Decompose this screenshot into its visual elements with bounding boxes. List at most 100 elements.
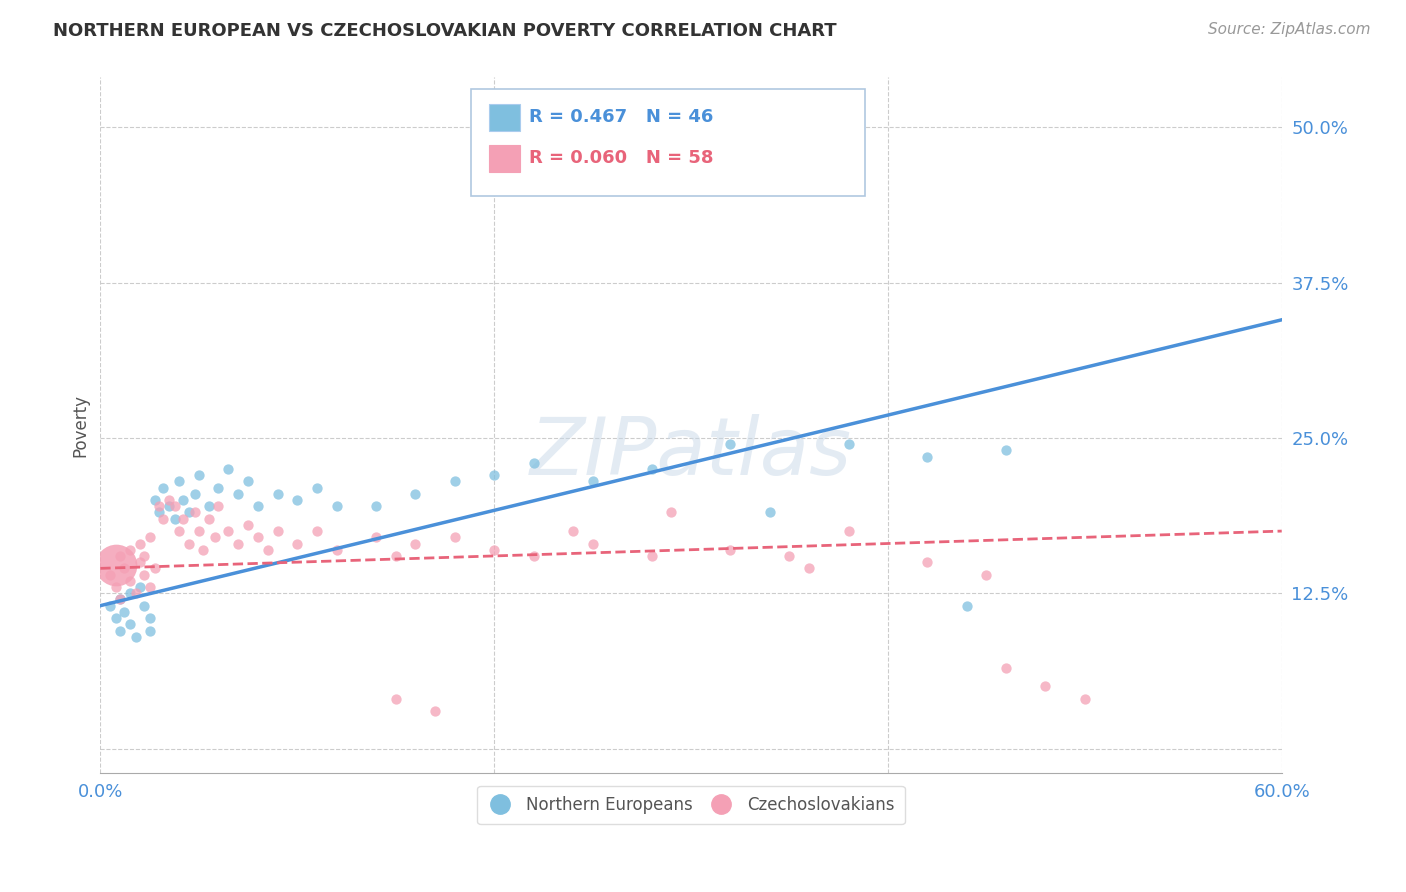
Point (305, 524, 328, 538)
Point (561, 524, 583, 538)
Point (1035, 680, 1057, 694)
Point (177, 505, 200, 519)
Point (145, 561, 167, 575)
Point (226, 536, 249, 550)
Point (167, 524, 190, 538)
Point (145, 493, 167, 508)
Point (995, 443, 1018, 458)
Point (165, 511, 187, 525)
Point (956, 599, 979, 613)
Point (522, 549, 544, 563)
Point (152, 511, 174, 525)
Point (125, 630, 148, 644)
Text: R = 0.060   N = 58: R = 0.060 N = 58 (529, 149, 713, 167)
Point (118, 586, 141, 600)
Point (799, 561, 821, 575)
Point (325, 500, 347, 514)
Point (197, 500, 219, 514)
Point (108, 592, 131, 607)
Point (423, 704, 446, 718)
Point (226, 487, 249, 501)
Point (128, 555, 150, 569)
Point (364, 500, 387, 514)
Point (246, 500, 269, 514)
Point (184, 487, 207, 501)
Point (443, 475, 465, 489)
Point (838, 524, 860, 538)
Point (118, 542, 141, 557)
Point (152, 481, 174, 495)
Point (256, 542, 278, 557)
Point (522, 456, 544, 470)
Point (1074, 691, 1097, 706)
Point (207, 481, 229, 495)
Point (148, 500, 170, 514)
Point (384, 549, 406, 563)
Point (364, 530, 387, 544)
Point (148, 505, 170, 519)
Point (132, 549, 155, 563)
Point (217, 462, 239, 476)
Text: NORTHERN EUROPEAN VS CZECHOSLOVAKIAN POVERTY CORRELATION CHART: NORTHERN EUROPEAN VS CZECHOSLOVAKIAN POV… (53, 22, 837, 40)
Point (640, 462, 662, 476)
Point (98, 567, 121, 582)
Point (108, 624, 131, 638)
Text: Source: ZipAtlas.com: Source: ZipAtlas.com (1208, 22, 1371, 37)
Point (718, 437, 741, 451)
Point (157, 493, 180, 508)
Point (976, 567, 998, 582)
Point (640, 549, 662, 563)
Point (132, 599, 155, 613)
Point (581, 536, 603, 550)
Point (443, 530, 465, 544)
Point (138, 611, 160, 625)
Point (187, 524, 209, 538)
Point (105, 580, 128, 594)
Point (138, 580, 160, 594)
Point (779, 549, 801, 563)
Point (718, 542, 741, 557)
Point (184, 505, 207, 519)
Point (167, 475, 190, 489)
Point (108, 592, 131, 607)
Point (217, 524, 239, 538)
Point (759, 505, 782, 519)
Point (838, 437, 860, 451)
Point (917, 555, 939, 569)
Point (207, 500, 229, 514)
Point (118, 574, 141, 588)
Point (236, 475, 259, 489)
Point (157, 500, 180, 514)
Point (187, 468, 209, 483)
Point (404, 487, 426, 501)
Point (917, 450, 939, 464)
Point (995, 661, 1018, 675)
Point (177, 536, 200, 550)
Point (132, 567, 155, 582)
Point (105, 611, 128, 625)
Point (659, 505, 682, 519)
Point (581, 475, 603, 489)
Point (128, 580, 150, 594)
Point (112, 605, 135, 619)
Point (112, 561, 135, 575)
Point (266, 524, 288, 538)
Point (482, 468, 505, 483)
Point (98, 599, 121, 613)
Point (404, 536, 426, 550)
Legend: Northern Europeans, Czechoslovakians: Northern Europeans, Czechoslovakians (477, 786, 905, 824)
Point (204, 530, 226, 544)
Point (138, 530, 160, 544)
Point (561, 145, 583, 159)
Point (285, 493, 308, 508)
Point (165, 500, 187, 514)
Point (285, 536, 308, 550)
Text: ZIPatlas: ZIPatlas (530, 414, 852, 492)
Point (108, 549, 131, 563)
Point (138, 624, 160, 638)
Point (172, 511, 194, 525)
Point (118, 617, 141, 632)
Point (482, 542, 505, 557)
Point (384, 691, 406, 706)
Point (305, 481, 328, 495)
